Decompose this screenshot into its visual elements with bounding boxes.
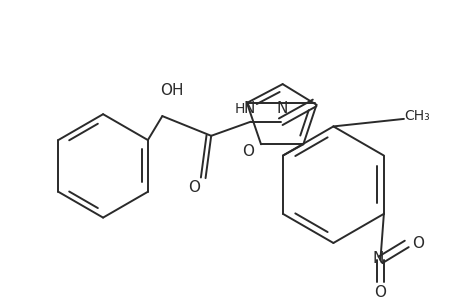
Text: O: O [374,285,386,300]
Text: N: N [372,250,383,266]
Text: H: H [234,102,244,116]
Text: N: N [243,101,254,116]
Text: CH₃: CH₃ [403,109,429,123]
Text: O: O [241,144,253,159]
Text: O: O [411,236,423,251]
Text: OH: OH [160,83,183,98]
Text: N: N [276,101,288,116]
Text: O: O [188,180,200,195]
